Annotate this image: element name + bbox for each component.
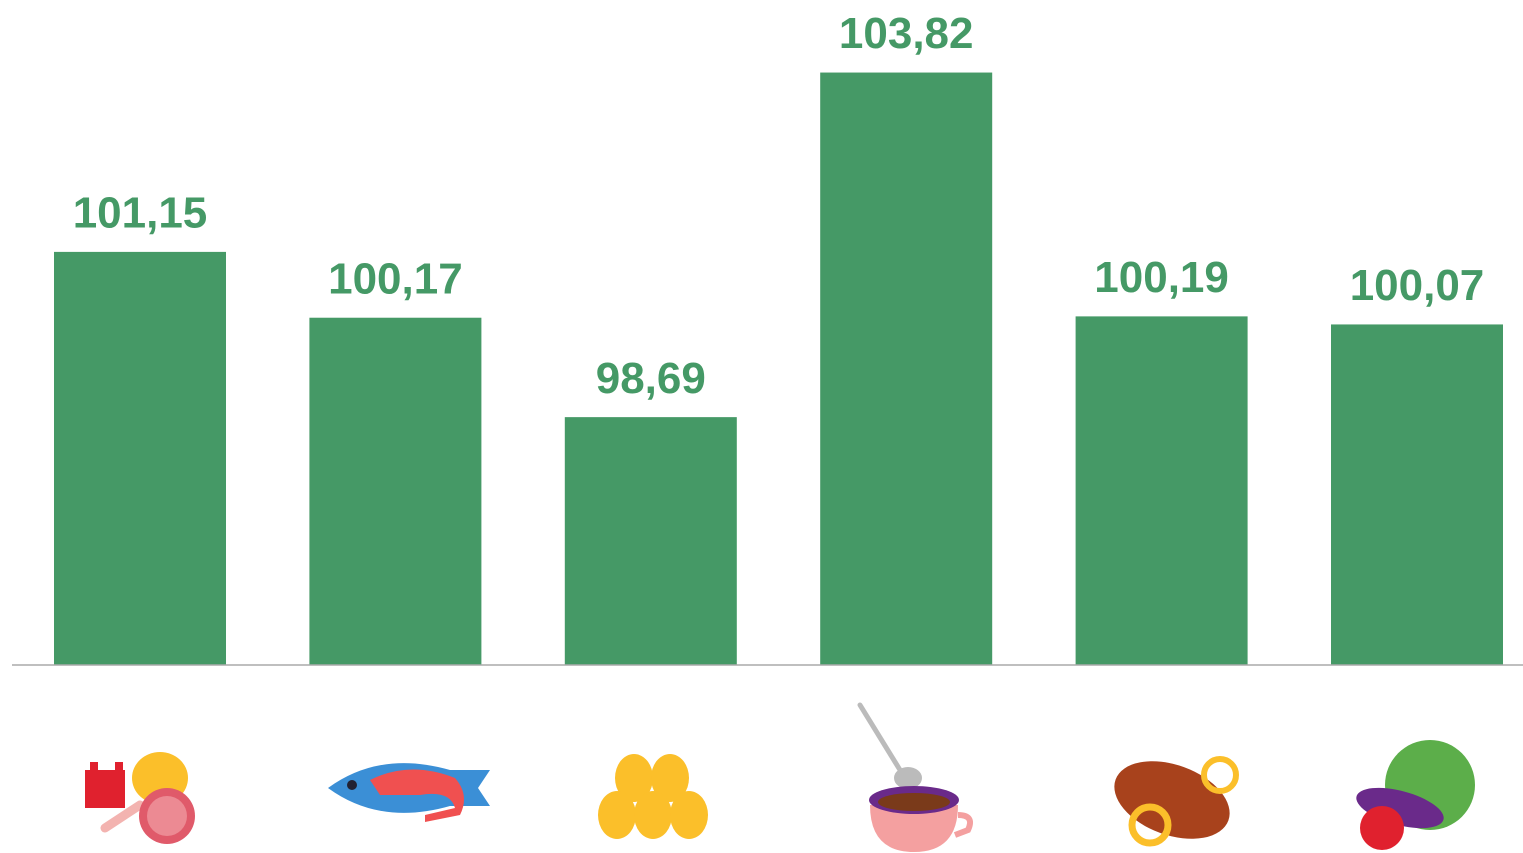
value-label: 98,69	[596, 354, 706, 403]
page: {"chart_data": {"type": "bar", "categori…	[0, 0, 1523, 853]
icon-cup	[860, 705, 970, 852]
value-label: 100,07	[1350, 261, 1485, 310]
value-label: 100,17	[328, 254, 463, 303]
chart: 101,15 100,17 98,69 103,82 100,19 100,07	[0, 0, 1523, 853]
icon-bread	[1104, 747, 1241, 853]
value-label: 103,82	[839, 9, 974, 58]
bar	[1331, 324, 1503, 665]
bar	[54, 252, 226, 665]
value-label: 101,15	[73, 189, 208, 238]
bar	[309, 318, 481, 665]
icon-vegetables	[1352, 740, 1475, 850]
icon-eggs	[598, 754, 708, 839]
bar	[1076, 316, 1248, 665]
bar	[565, 417, 737, 665]
icon-meat	[85, 752, 195, 844]
icon-fish	[328, 763, 490, 822]
value-label: 100,19	[1094, 253, 1229, 302]
icons	[85, 705, 1475, 853]
bar	[820, 73, 992, 665]
